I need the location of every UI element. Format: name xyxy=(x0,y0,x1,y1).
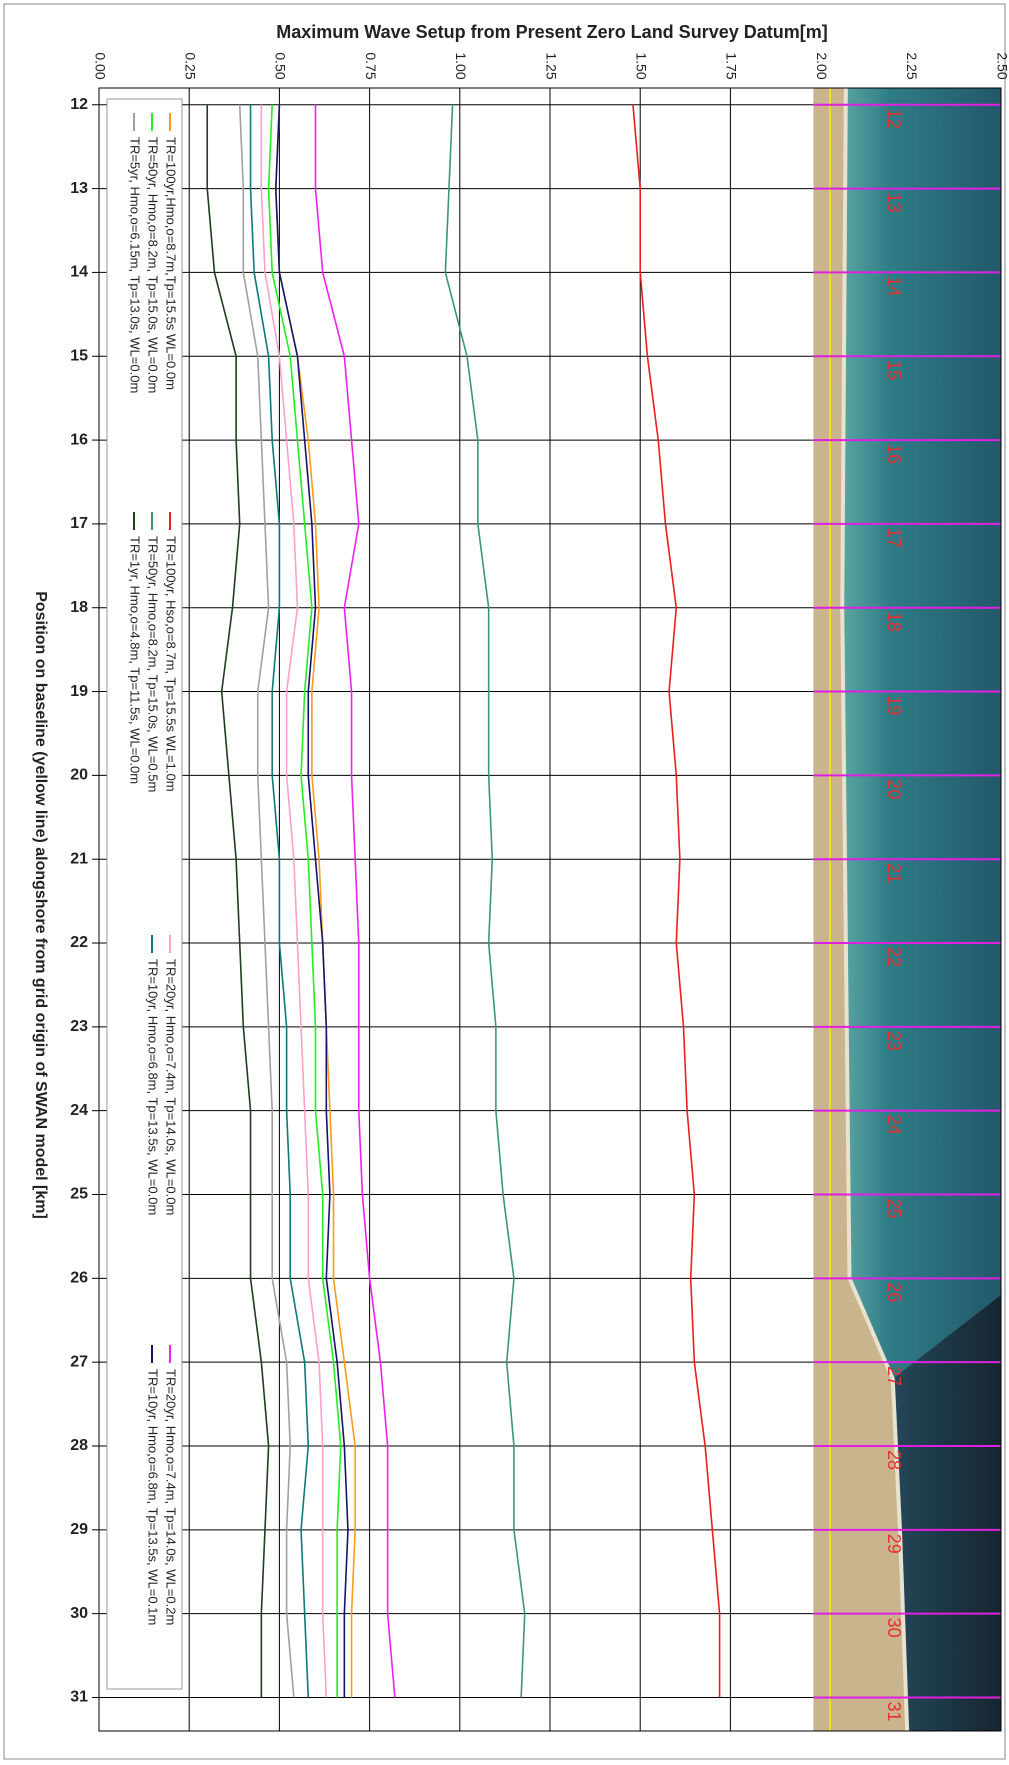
legend-label: TR=20yr, Hmo,o=7.4m, Tp=14.0s, WL=0.2m xyxy=(164,1369,179,1625)
map-label: 30 xyxy=(884,1618,904,1638)
map-label: 16 xyxy=(884,444,904,464)
y-tick-label: 1.50 xyxy=(633,52,649,79)
y-tick-label: 0.25 xyxy=(182,52,198,79)
legend-label: TR=10yr, Hmo,o=6.8m, Tp=13.5s, WL=0.0m xyxy=(146,959,161,1215)
y-tick-label: 2.25 xyxy=(904,52,920,79)
x-tick-label: 19 xyxy=(70,683,88,700)
y-tick-label: 1.75 xyxy=(724,52,740,79)
map-label: 24 xyxy=(884,1115,904,1135)
x-tick-label: 14 xyxy=(70,264,88,281)
legend-label: TR=100yr, Hso,o=8.7m, Tp=15.5s WL=1.0m xyxy=(164,536,179,792)
map-label: 29 xyxy=(884,1534,904,1554)
y-tick-label: 2.00 xyxy=(814,52,830,79)
chart: Maximum Wave Setup from Present Zero Lan… xyxy=(0,0,1009,1765)
legend-label: TR=50yr, Hmo,o=8.2m, Tp=15.0s, WL=0.0m xyxy=(146,137,161,393)
x-tick-label: 22 xyxy=(70,934,88,951)
x-tick-label: 20 xyxy=(70,767,88,784)
x-tick-label: 18 xyxy=(70,599,88,616)
y-tick-label: 0.00 xyxy=(92,52,108,79)
legend-label: TR=5yr, Hmo,o=6.15m, Tp=13.0s, WL=0.0m xyxy=(128,137,143,393)
x-tick-label: 28 xyxy=(70,1437,88,1454)
map-label: 13 xyxy=(884,193,904,213)
x-tick-label: 15 xyxy=(70,347,88,364)
x-tick-label: 27 xyxy=(70,1353,88,1370)
map-label: 26 xyxy=(884,1282,904,1302)
x-tick-label: 12 xyxy=(70,96,88,113)
chart-title: Maximum Wave Setup from Present Zero Lan… xyxy=(276,22,827,42)
map-label: 12 xyxy=(884,109,904,129)
x-axis-label: Position on baseline (yellow line) along… xyxy=(32,591,49,1219)
map-label: 20 xyxy=(884,779,904,799)
map-label: 31 xyxy=(884,1701,904,1721)
map-label: 21 xyxy=(884,863,904,883)
map-label: 14 xyxy=(884,276,904,296)
map-label: 28 xyxy=(884,1450,904,1470)
map-label: 19 xyxy=(884,696,904,716)
map-label: 27 xyxy=(884,1366,904,1386)
legend-label: TR=100yr,Hmo,o=8.7m,Tp=15.5s WL=0.0m xyxy=(164,137,179,390)
y-tick-label: 0.75 xyxy=(363,52,379,79)
y-tick-label: 1.25 xyxy=(543,52,559,79)
x-tick-label: 31 xyxy=(70,1689,88,1706)
satellite-image xyxy=(813,88,1001,1731)
legend-label: TR=20yr, Hmo,o=7.4m, Tp=14.0s, WL=0.0m xyxy=(164,959,179,1215)
x-tick-label: 17 xyxy=(70,515,88,532)
x-tick-label: 29 xyxy=(70,1521,88,1538)
x-tick-label: 16 xyxy=(70,431,88,448)
map-label: 18 xyxy=(884,612,904,632)
x-tick-label: 23 xyxy=(70,1018,88,1035)
x-tick-label: 21 xyxy=(70,850,88,867)
map-label: 23 xyxy=(884,1031,904,1051)
map-label: 22 xyxy=(884,947,904,967)
y-tick-label: 1.00 xyxy=(453,52,469,79)
x-tick-label: 26 xyxy=(70,1270,88,1287)
legend-label: TR=10yr, Hmo,o=6.8m, Tp=13.5s, WL=0.1m xyxy=(146,1369,161,1625)
map-label: 25 xyxy=(884,1198,904,1218)
y-tick-label: 0.50 xyxy=(273,52,289,79)
map-label: 17 xyxy=(884,528,904,548)
map-label: 15 xyxy=(884,360,904,380)
x-tick-label: 24 xyxy=(70,1102,88,1119)
legend-label: TR=50yr, Hmo,o=8.2m, Tp=15.0s, WL=0.5m xyxy=(146,536,161,792)
y-tick-label: 2.50 xyxy=(994,52,1009,79)
x-tick-label: 13 xyxy=(70,180,88,197)
legend-label: TR=1yr, Hmo,o=4.8m, Tp=11.5s, WL=0.0m xyxy=(128,536,143,784)
x-tick-label: 25 xyxy=(70,1186,88,1203)
x-tick-label: 30 xyxy=(70,1605,88,1622)
